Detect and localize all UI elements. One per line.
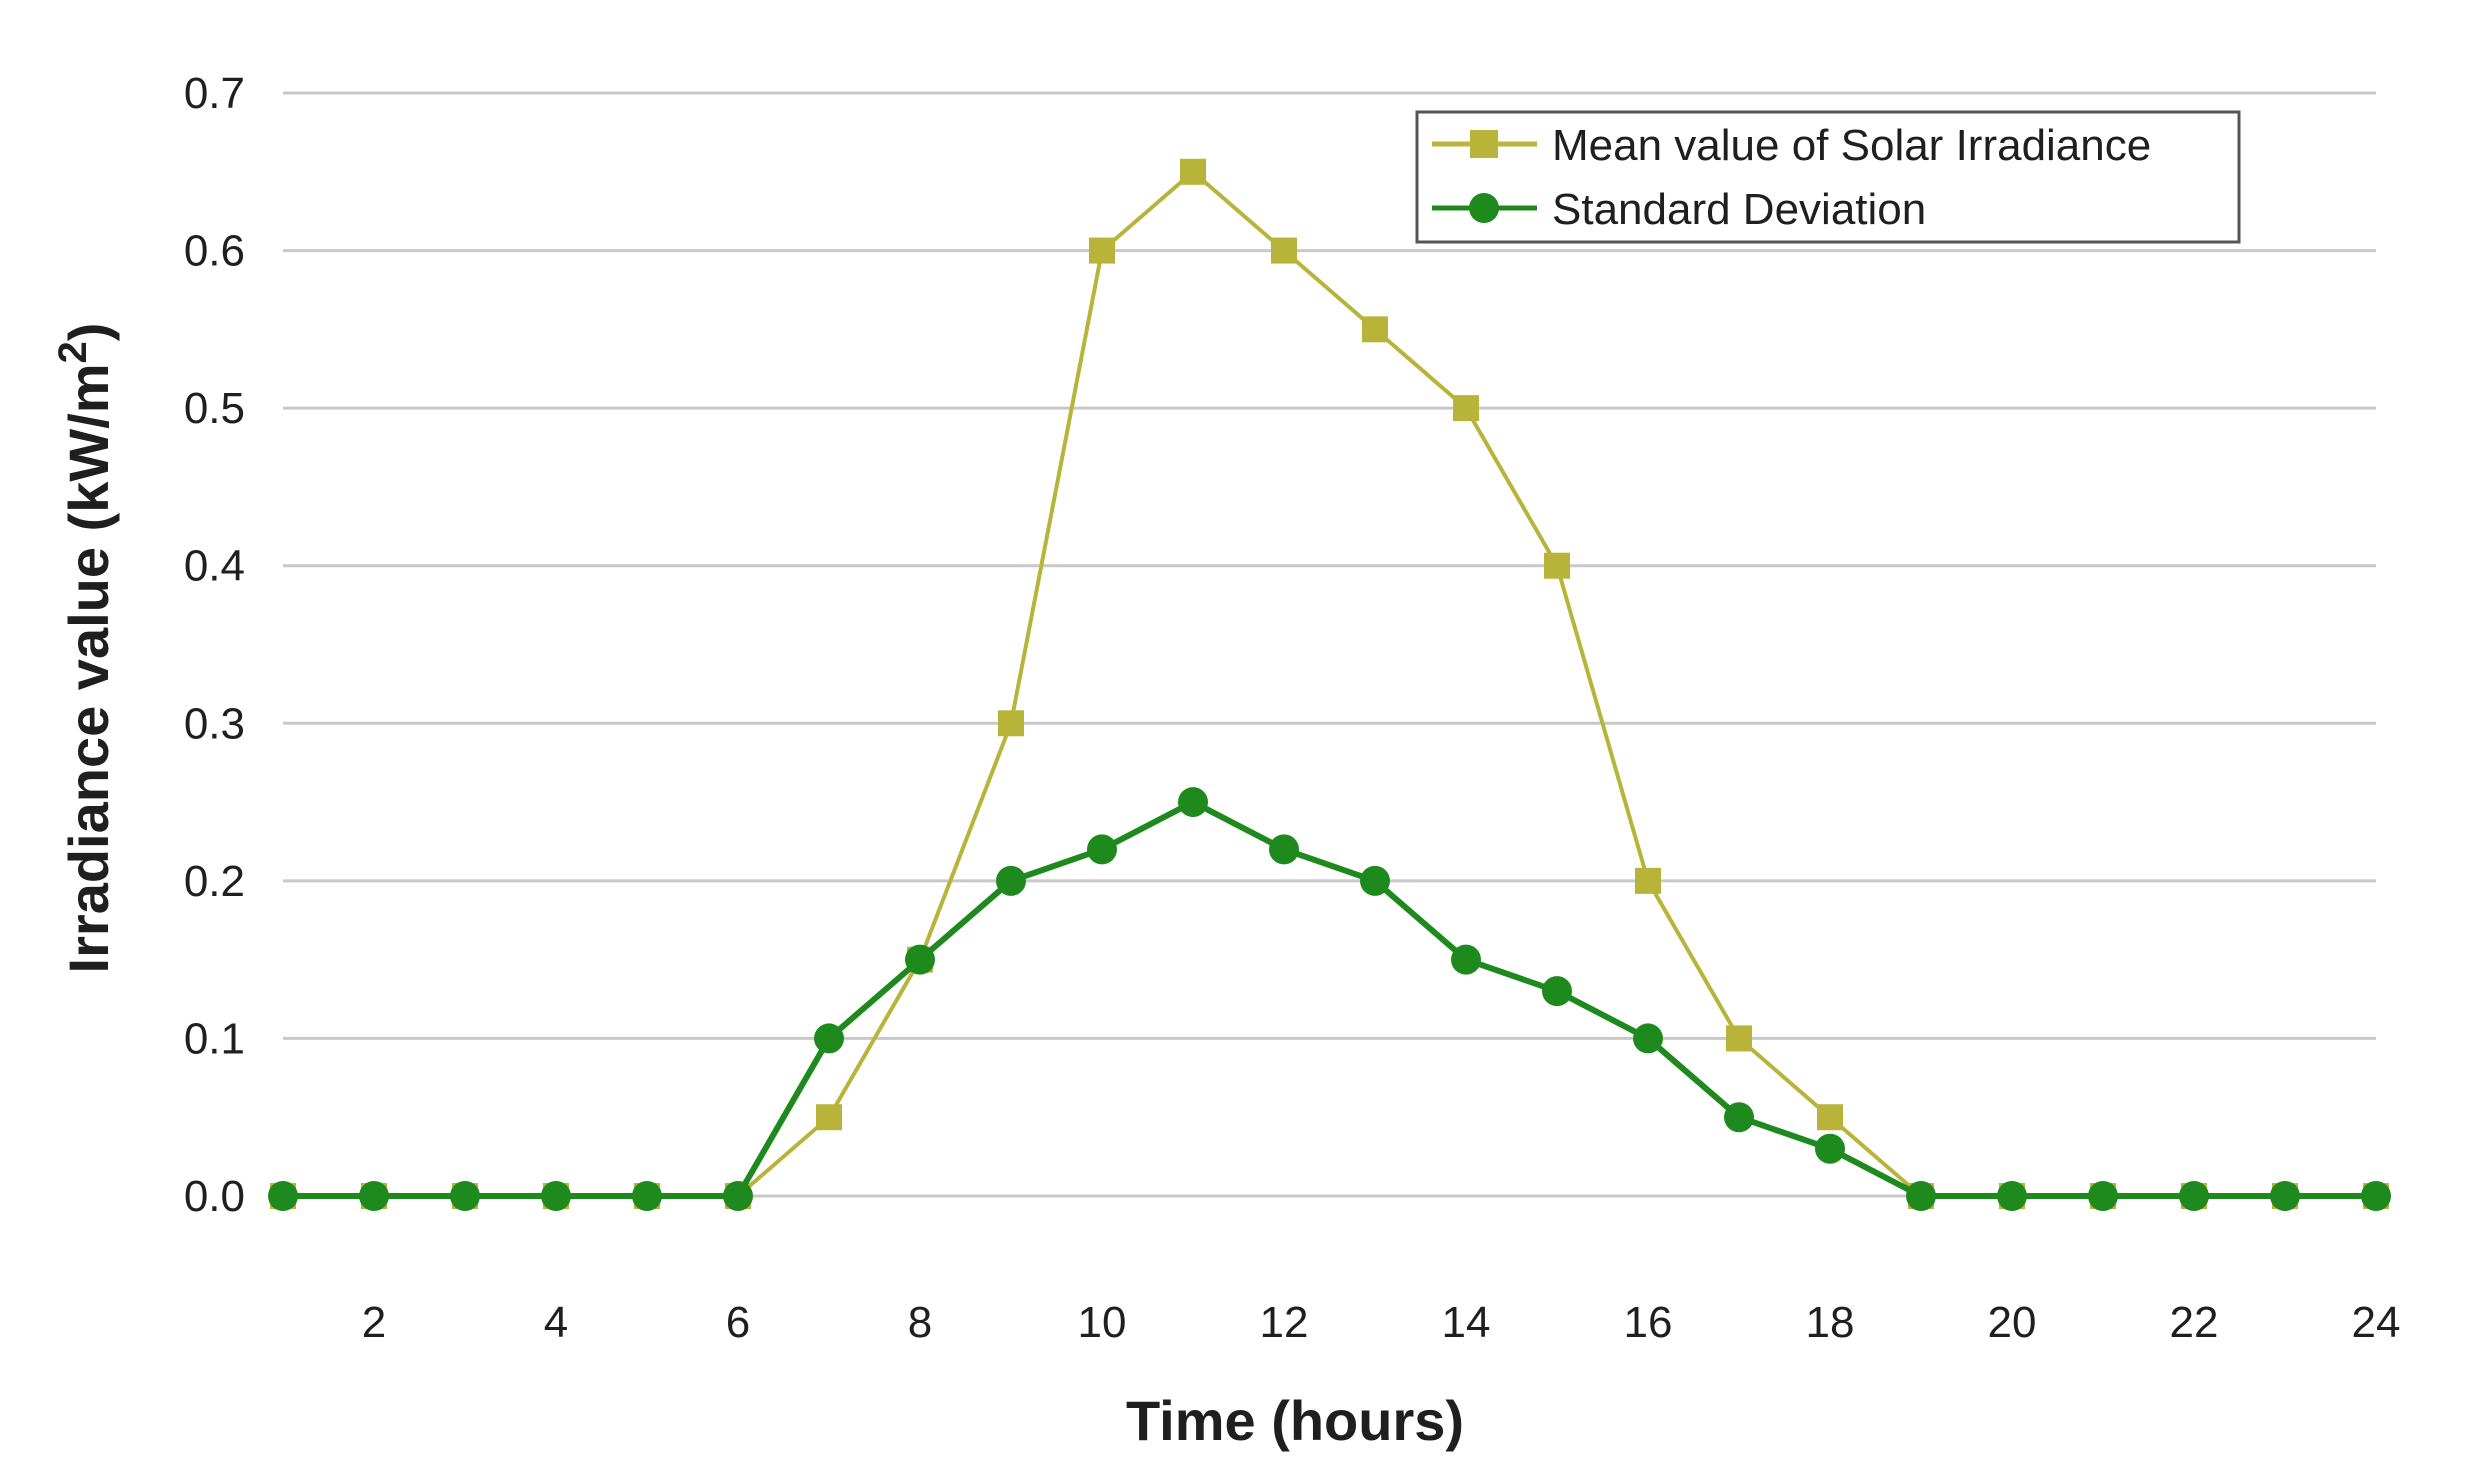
x-tick-label: 18 (1806, 1298, 1855, 1347)
data-point-mean-square (1544, 552, 1570, 579)
data-point-std-circle (723, 1181, 753, 1211)
data-point-std-circle (632, 1181, 662, 1211)
data-point-std-circle (1360, 865, 1390, 896)
y-axis-title-close: ) (57, 323, 120, 342)
x-tick-label: 6 (726, 1298, 750, 1347)
data-point-std-circle (1997, 1181, 2027, 1211)
y-axis-title-superscript: 2 (51, 341, 95, 363)
x-tick-label: 20 (1988, 1298, 2037, 1347)
y-tick-label: 0.4 (184, 542, 245, 591)
legend: Mean value of Solar Irradiance Standard … (1415, 110, 2241, 244)
series-lines (268, 158, 2391, 1211)
data-point-std-circle (450, 1181, 480, 1211)
data-point-mean-square (998, 710, 1024, 737)
x-tick-label: 12 (1260, 1298, 1309, 1347)
gridlines (283, 91, 2376, 1198)
data-point-std-circle (1815, 1133, 1845, 1164)
data-point-mean-square (1271, 237, 1297, 264)
data-point-std-circle (1724, 1102, 1754, 1133)
x-tick-label: 22 (2170, 1298, 2219, 1347)
data-point-std-circle (1906, 1181, 1936, 1211)
y-tick-label: 0.2 (184, 857, 245, 906)
y-tick-label: 0.3 (184, 699, 245, 748)
data-point-std-circle (2179, 1181, 2209, 1211)
legend-swatch-std-circle-marker (1469, 193, 1499, 223)
y-tick-label: 0.1 (184, 1014, 245, 1063)
x-tick-label: 2 (362, 1298, 386, 1347)
data-point-mean-square (1635, 867, 1661, 894)
x-axis-ticks: 2 4 6 8 10 12 14 16 18 20 22 24 (362, 1298, 2401, 1347)
data-point-std-circle (814, 1023, 844, 1054)
data-point-std-circle (2088, 1181, 2118, 1211)
legend-label-std: Standard Deviation (1552, 185, 1926, 234)
data-point-std-circle (1542, 976, 1572, 1007)
data-point-std-circle (2270, 1181, 2300, 1211)
x-tick-label: 24 (2352, 1298, 2401, 1347)
legend-box (1415, 110, 2241, 244)
y-tick-label: 0.5 (184, 384, 245, 433)
legend-swatch-mean-square-marker (1470, 130, 1498, 158)
x-tick-label: 16 (1624, 1298, 1673, 1347)
y-tick-label: 0.0 (184, 1172, 245, 1221)
data-point-mean-square (816, 1104, 842, 1131)
x-tick-label: 8 (908, 1298, 932, 1347)
data-point-std-circle (1451, 944, 1481, 975)
y-tick-label: 0.6 (184, 227, 245, 276)
data-point-mean-square (1453, 395, 1479, 422)
legend-label-mean: Mean value of Solar Irradiance (1552, 121, 2151, 170)
data-point-std-circle (905, 944, 935, 975)
x-axis-title: Time (hours) (1126, 1389, 1464, 1452)
y-axis-title: Irradiance value (kW/m2) (51, 323, 120, 974)
data-point-mean-square (1362, 316, 1388, 343)
x-tick-label: 14 (1442, 1298, 1491, 1347)
data-point-std-circle (996, 865, 1026, 896)
data-point-mean-square (1817, 1104, 1843, 1131)
data-point-std-circle (268, 1181, 298, 1211)
data-point-std-circle (541, 1181, 571, 1211)
x-tick-label: 4 (544, 1298, 568, 1347)
data-point-std-circle (1087, 834, 1117, 865)
x-tick-label: 10 (1078, 1298, 1127, 1347)
y-tick-label: 0.7 (184, 69, 245, 118)
y-axis-ticks: 0.0 0.1 0.2 0.3 0.4 0.5 0.6 0.7 (184, 69, 245, 1221)
y-axis-title-main: Irradiance value (kW/m (57, 363, 120, 973)
data-point-mean-square (1089, 237, 1115, 264)
series-line-mean (283, 169, 2376, 1198)
data-point-mean-square (1726, 1025, 1752, 1052)
data-point-std-circle (1633, 1023, 1663, 1054)
data-point-std-circle (359, 1181, 389, 1211)
series-line-std (283, 799, 2376, 1199)
data-point-std-circle (1178, 787, 1208, 818)
data-point-std-circle (2361, 1181, 2391, 1211)
data-point-std-circle (1269, 834, 1299, 865)
data-point-mean-square (1180, 158, 1206, 185)
